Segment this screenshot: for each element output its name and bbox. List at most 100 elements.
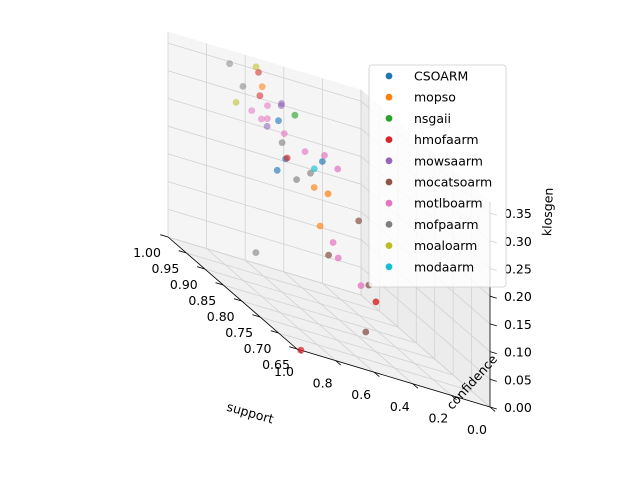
scatter-point [283,154,291,162]
scatter-point [319,158,326,165]
scatter-point [252,63,260,71]
legend-label: CSOARM [414,69,468,84]
y-tick-label: 0.70 [244,341,272,356]
z-tick-mark [489,323,497,327]
y-tick-mark [233,298,242,302]
legend-marker [385,178,393,186]
legend-box [368,64,507,288]
scatter-point [263,122,271,130]
y-tick-label: 0.65 [262,357,290,372]
z-tick-label: 0.25 [504,261,532,276]
grid-line [241,300,435,360]
scatter-point [280,130,288,138]
y-tick-label: 0.85 [188,293,216,308]
scatter-point [258,115,265,123]
y-tick-mark [270,330,279,334]
scatter-point [307,169,314,177]
scatter-point [355,217,363,225]
y-tick-mark [197,266,205,270]
scatter-point [310,165,318,173]
grid-line [167,70,362,130]
scatter-point [293,176,300,184]
z-tick-mark [489,351,497,355]
scatter-point [357,282,365,289]
scatter-point [226,60,234,68]
grid-line [167,236,362,296]
scatter-point [301,148,309,156]
z-tick-mark [489,295,497,299]
scatter-point [334,254,342,262]
x-tick-label: 0.4 [390,399,410,414]
z-tick-label: 0.05 [504,372,532,387]
scatter-point [264,102,271,109]
grid-line [244,259,375,373]
scatter-point [258,83,266,91]
x-tick-label: 0.2 [428,410,448,425]
scatter-point [248,107,256,114]
scatter-point [329,239,337,246]
legend-marker [385,115,393,122]
y-tick-label: 0.95 [152,261,180,276]
legend-marker [385,242,393,250]
x-tick-mark [373,371,380,377]
grid-line [360,294,491,408]
scatter-point [334,165,342,173]
z-tick-label: 0.30 [504,234,532,249]
legend-marker [385,221,393,228]
scatter-point [291,111,299,119]
scatter-point [252,249,260,256]
y-tick-label: 0.80 [207,309,235,324]
legend: CSOARM mopso nsgaii hmofaarm mowsaarm mocatso… [368,64,507,288]
scatter-point [255,69,262,76]
grid-line [186,252,380,312]
grid-line [283,271,414,385]
tick-labels: 0.00.20.40.60.81.00.650.700.750.800.850.… [133,206,532,437]
legend-label: motlboarm [414,196,483,211]
grid-line [322,283,452,396]
x-tick-label: 1.0 [274,364,294,379]
grid-line [223,284,417,344]
grid-line [206,248,336,361]
legend-label: nsgaii [414,111,451,126]
legend-label: mocatsoarm [414,175,492,190]
legend-label: moaloarm [414,238,477,253]
legend-label: modaarm [414,259,474,274]
legend-label: hmofaarm [414,132,479,147]
legend-marker [385,136,393,144]
legend-marker [385,157,393,165]
z-tick-label: 0.35 [504,206,532,221]
z-tick-mark [489,406,497,410]
z-tick-label: 0.15 [504,317,532,332]
x-tick-label: 0.0 [467,422,487,437]
y-tick-label: 0.75 [225,325,253,340]
z-tick-mark [489,378,497,382]
scatter-point [232,99,240,106]
scatter-point [325,251,332,259]
scatter-point [263,115,271,123]
legend-marker [385,72,393,80]
scatter-point [239,83,247,90]
z-tick-label: 0.00 [504,400,532,415]
x-tick-mark [489,406,496,412]
z-tick-label: 0.20 [504,289,532,304]
scatter-point [297,346,305,354]
x-tick-label: 0.6 [351,387,371,402]
grid-line [167,181,362,240]
y-tick-mark [252,314,261,318]
z-tick-label: 0.10 [504,345,532,360]
x-tick-mark [335,360,342,366]
y-tick-mark [160,234,169,238]
grid-line [167,42,362,102]
scatter-point [310,184,318,191]
grid-line [278,332,472,392]
y-tick-mark [178,250,187,254]
legend-marker [385,199,393,207]
scatter-point [278,139,286,147]
scatter-point [277,102,285,109]
scatter-point [372,298,380,306]
grid-line [167,125,362,185]
scatter-point [362,328,370,336]
grid-line [167,153,362,213]
legend-label: mofpaarm [414,217,479,232]
